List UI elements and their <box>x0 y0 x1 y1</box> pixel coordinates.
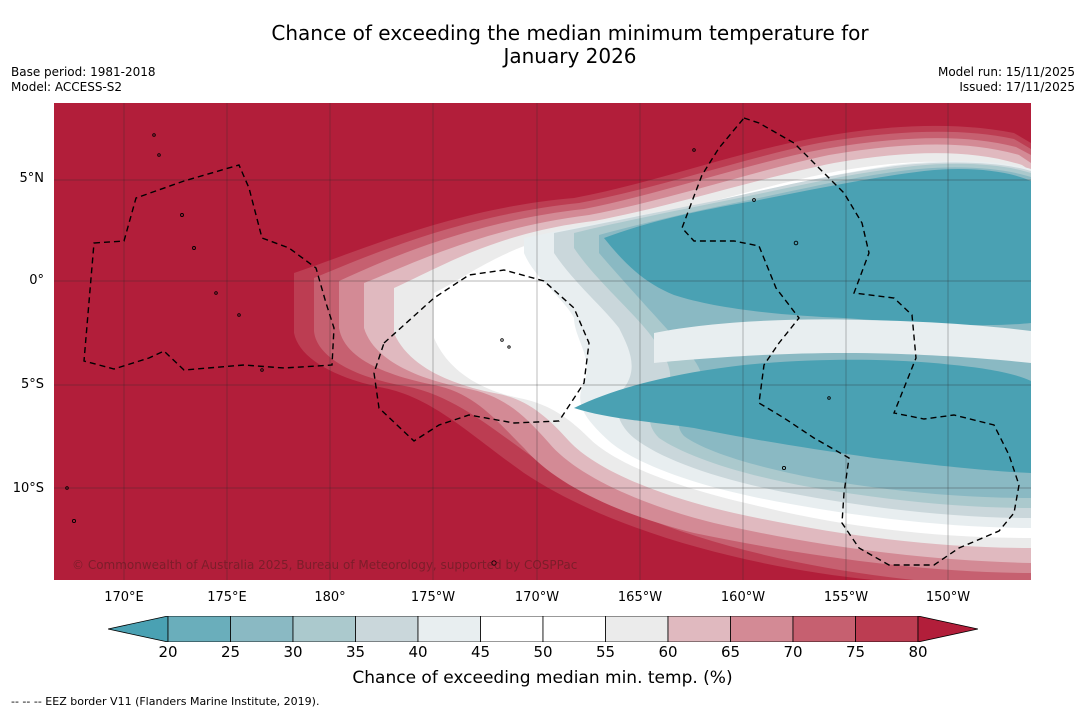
lon-label-170w: 170°W <box>514 590 560 605</box>
island <box>752 198 756 202</box>
colorbar-bin-60-65 <box>667 616 731 642</box>
contour-55-band <box>654 319 1031 363</box>
colorbar-bin-75-80 <box>855 616 919 642</box>
island <box>507 345 511 349</box>
eez-footnote: -- -- -- EEZ border V11 (Flanders Marine… <box>11 695 320 708</box>
issued-date: Issued: 17/11/2025 <box>959 80 1075 94</box>
eez-tuvalu-kiribati-west <box>83 164 335 371</box>
island <box>260 368 264 372</box>
lon-label-165w: 165°W <box>617 590 663 605</box>
colorbar <box>108 616 978 642</box>
island <box>65 486 69 490</box>
lon-label-155w: 155°W <box>823 590 869 605</box>
map-title: Chance of exceeding the median minimum t… <box>0 22 1085 68</box>
colorbar-tick-label: 75 <box>845 643 866 661</box>
island <box>180 213 184 217</box>
island <box>491 560 497 566</box>
island <box>157 153 161 157</box>
colorbar-tick-label: 30 <box>283 643 303 661</box>
colorbar-extend-low <box>108 616 169 642</box>
colorbar-bin-40-45 <box>417 616 481 642</box>
lat-label-10s: 10°S <box>12 481 44 496</box>
island <box>237 313 241 317</box>
copyright-notice: © Commonwealth of Australia 2025, Bureau… <box>72 558 578 572</box>
meta-right: Model run: 15/11/2025 Issued: 17/11/2025 <box>938 65 1075 95</box>
colorbar-tick-label: 60 <box>658 643 678 661</box>
island <box>152 133 156 137</box>
islands <box>65 133 831 566</box>
island <box>71 518 77 524</box>
colorbar-bin-35-40 <box>355 616 419 642</box>
lat-label-5n: 5°N <box>19 171 45 186</box>
colorbar-bin-20-25 <box>167 616 231 642</box>
lon-label-160w: 160°W <box>720 590 766 605</box>
lon-label-170e: 170°E <box>104 590 144 605</box>
eez-borders <box>83 117 1020 566</box>
lat-label-5s: 5°S <box>20 377 44 392</box>
island <box>793 240 799 246</box>
map-panel <box>54 103 1031 580</box>
colorbar-bin-65-70 <box>730 616 794 642</box>
colorbar-tick-label: 40 <box>408 643 428 661</box>
colorbar-bin-25-30 <box>230 616 294 642</box>
model-name: Model: ACCESS-S2 <box>11 80 123 94</box>
lon-label-175e: 175°E <box>207 590 247 605</box>
colorbar-tick-label: 70 <box>783 643 803 661</box>
colorbar-bin-50-55 <box>542 616 606 642</box>
island <box>692 148 696 152</box>
island <box>500 338 504 342</box>
model-run: Model run: 15/11/2025 <box>937 65 1075 79</box>
island <box>827 396 831 400</box>
island <box>192 246 196 250</box>
colorbar-bin-55-60 <box>605 616 669 642</box>
colorbar-tick-label: 55 <box>595 643 616 661</box>
colorbar-tick-label: 45 <box>470 643 491 661</box>
colorbar-tick-label: 35 <box>345 643 366 661</box>
colorbar-bin-70-75 <box>792 616 856 642</box>
colorbar-bin-30-35 <box>292 616 356 642</box>
base-period: Base period: 1981-2018 <box>11 65 156 79</box>
colorbar-tick-label: 25 <box>220 643 241 661</box>
colorbar-bin-45-50 <box>480 616 544 642</box>
title-line-2: January 2026 <box>503 44 637 68</box>
lat-label-0: 0° <box>29 273 44 288</box>
island <box>214 291 218 295</box>
colorbar-segments <box>108 616 978 642</box>
colorbar-tick-label: 65 <box>720 643 741 661</box>
colorbar-tick-label: 50 <box>533 643 553 661</box>
title-line-1: Chance of exceeding the median minimum t… <box>271 21 869 45</box>
contour-20-upper <box>604 169 1031 326</box>
island <box>781 465 787 471</box>
meta-left: Base period: 1981-2018 Model: ACCESS-S2 <box>11 65 156 95</box>
colorbar-tick-label: 20 <box>158 643 178 661</box>
eez-kiribati-line <box>681 117 1020 566</box>
lon-label-150w: 150°W <box>925 590 971 605</box>
colorbar-extend-high <box>917 616 978 642</box>
lon-label-180: 180° <box>314 590 346 605</box>
colorbar-tick-label: 80 <box>908 643 928 661</box>
contour-20-lower <box>574 359 1031 473</box>
graticule <box>54 103 1031 580</box>
lon-label-175w: 175°W <box>410 590 456 605</box>
colorbar-label: Chance of exceeding median min. temp. (%… <box>352 668 733 688</box>
